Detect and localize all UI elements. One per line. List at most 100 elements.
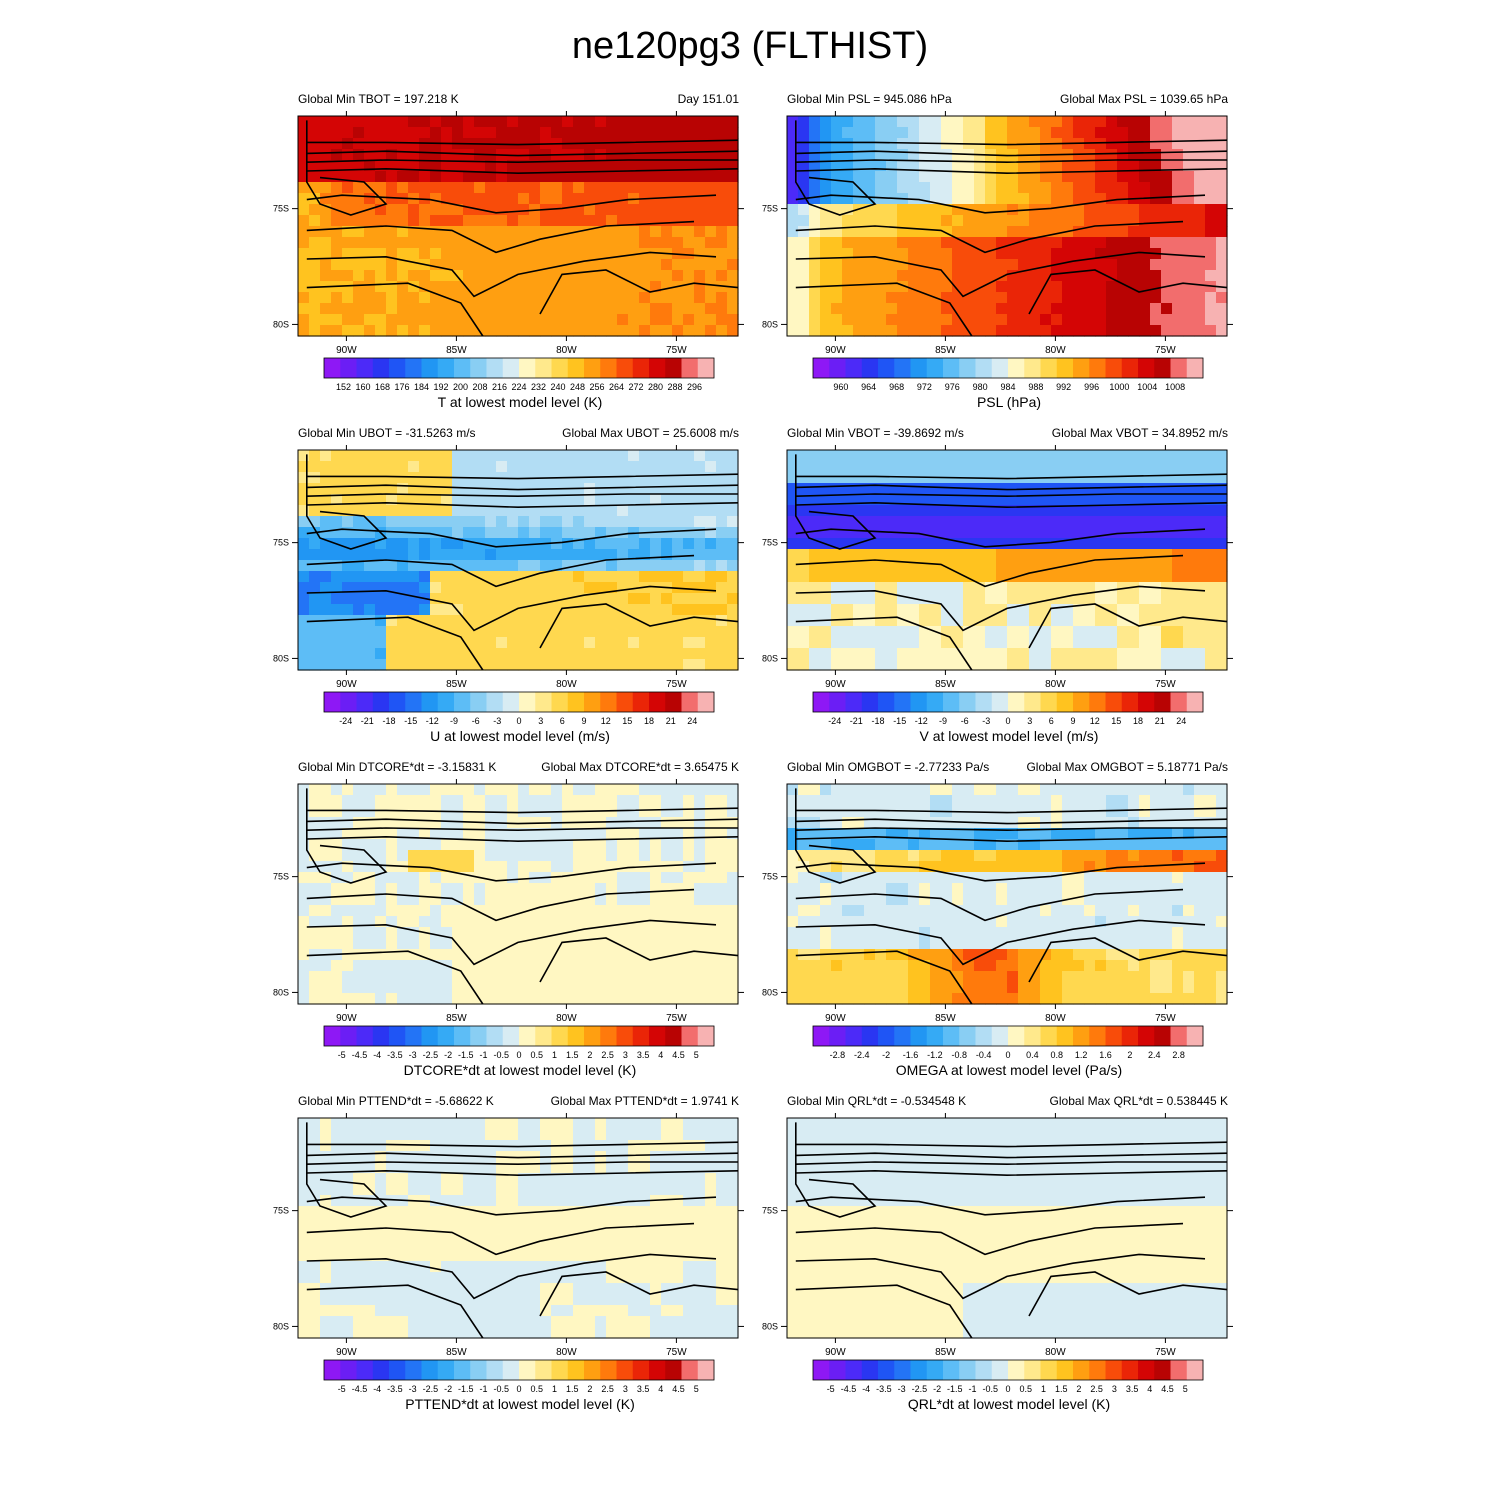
heatmap-cell xyxy=(606,905,618,917)
colorbar-swatch xyxy=(829,692,846,712)
heatmap-cell xyxy=(474,615,486,627)
heatmap-cell xyxy=(386,916,398,928)
heatmap-cell xyxy=(584,259,596,271)
heatmap-cell xyxy=(1139,604,1151,616)
heatmap-cell xyxy=(529,971,541,983)
heatmap-cell xyxy=(1194,259,1206,271)
heatmap-cell xyxy=(551,949,563,961)
heatmap-cell xyxy=(1128,784,1140,796)
heatmap-cell xyxy=(864,171,876,183)
heatmap-cell xyxy=(963,850,975,862)
heatmap-cell xyxy=(584,248,596,260)
heatmap-cell xyxy=(584,571,596,583)
heatmap-cell xyxy=(441,949,453,961)
heatmap-cell xyxy=(331,637,343,649)
heatmap-cell xyxy=(584,648,596,660)
heatmap-cell xyxy=(716,483,728,495)
heatmap-cell xyxy=(1106,582,1118,594)
heatmap-cell xyxy=(1205,916,1217,928)
heatmap-cell xyxy=(617,270,629,282)
heatmap-cell xyxy=(386,494,398,506)
heatmap-cell xyxy=(551,971,563,983)
heatmap-cell xyxy=(1062,237,1074,249)
heatmap-cell xyxy=(342,527,354,539)
heatmap-cell xyxy=(919,648,931,660)
heatmap-cell xyxy=(584,938,596,950)
heatmap-cell xyxy=(1051,938,1063,950)
colorbar-swatch xyxy=(372,692,390,712)
heatmap-cell xyxy=(1216,549,1228,561)
heatmap-cell xyxy=(419,938,431,950)
heatmap-cell xyxy=(831,215,843,227)
heatmap-cell xyxy=(787,483,799,495)
heatmap-cell xyxy=(1073,171,1085,183)
heatmap-cell xyxy=(809,237,821,249)
heatmap-cell xyxy=(1117,549,1129,561)
heatmap-cell xyxy=(408,648,420,660)
heatmap-cell xyxy=(820,270,832,282)
heatmap-cell xyxy=(963,127,975,139)
heatmap-cell xyxy=(798,303,810,315)
heatmap-cell xyxy=(617,784,629,796)
heatmap-cell xyxy=(441,116,453,128)
colorbar-swatch xyxy=(878,358,895,378)
heatmap-cell xyxy=(1183,538,1195,550)
heatmap-cell xyxy=(1084,237,1096,249)
heatmap-cell xyxy=(595,149,607,161)
heatmap-cell xyxy=(375,270,387,282)
heatmap-cell xyxy=(375,806,387,818)
heatmap-cell xyxy=(897,872,909,884)
heatmap-cell xyxy=(820,527,832,539)
heatmap-cell xyxy=(650,138,662,150)
heatmap-cell xyxy=(908,817,920,829)
heatmap-cell xyxy=(540,615,552,627)
heatmap-cell xyxy=(1051,303,1063,315)
heatmap-cell xyxy=(1172,582,1184,594)
heatmap-cell xyxy=(595,806,607,818)
heatmap-cell xyxy=(529,281,541,293)
heatmap-cell xyxy=(595,248,607,260)
heatmap-cell xyxy=(985,204,997,216)
y-tick-label: 80S xyxy=(273,319,289,329)
heatmap-cell xyxy=(408,659,420,671)
heatmap-cell xyxy=(853,494,865,506)
heatmap-cell xyxy=(353,281,365,293)
heatmap-cell xyxy=(672,127,684,139)
heatmap-cell xyxy=(727,626,739,638)
heatmap-cell xyxy=(1161,149,1173,161)
heatmap-cell xyxy=(518,314,530,326)
heatmap-cell xyxy=(639,615,651,627)
heatmap-cell xyxy=(1194,648,1206,660)
heatmap-cell xyxy=(1216,204,1228,216)
heatmap-cell xyxy=(1062,171,1074,183)
heatmap-cell xyxy=(419,325,431,337)
heatmap-cell xyxy=(875,659,887,671)
heatmap-cell xyxy=(716,839,728,851)
heatmap-cell xyxy=(716,982,728,994)
heatmap-cell xyxy=(787,160,799,172)
heatmap-cell xyxy=(309,828,321,840)
heatmap-cell xyxy=(1095,472,1107,484)
heatmap-cell xyxy=(474,182,486,194)
heatmap-cell xyxy=(1150,659,1162,671)
heatmap-cell xyxy=(364,938,376,950)
colorbar-swatch xyxy=(1073,692,1090,712)
panel-left-header: Global Min DTCORE*dt = -3.15831 K xyxy=(298,760,497,774)
heatmap-cell xyxy=(1062,461,1074,473)
heatmap-cell xyxy=(353,116,365,128)
heatmap-cell xyxy=(397,538,409,550)
colorbar-caption: T at lowest model level (K) xyxy=(437,394,603,410)
heatmap-cell xyxy=(1007,784,1019,796)
heatmap-cell xyxy=(787,927,799,939)
heatmap-cell xyxy=(683,494,695,506)
heatmap-cell xyxy=(694,483,706,495)
heatmap-cell xyxy=(562,270,574,282)
heatmap-cell xyxy=(419,648,431,660)
heatmap-cell xyxy=(452,637,464,649)
heatmap-cell xyxy=(853,314,865,326)
heatmap-cell xyxy=(639,993,651,1005)
colorbar-tick-label: -24 xyxy=(339,716,352,726)
heatmap-cell xyxy=(672,160,684,172)
heatmap-cell xyxy=(551,292,563,304)
